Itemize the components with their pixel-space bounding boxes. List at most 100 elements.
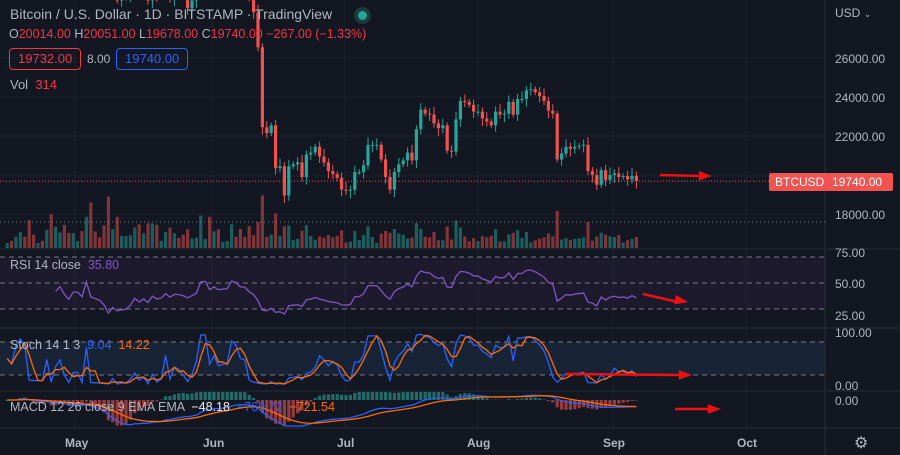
candle xyxy=(269,125,273,134)
candle xyxy=(256,12,260,48)
candle xyxy=(428,113,432,115)
macd-histogram-bar xyxy=(375,392,379,400)
macd-histogram-bar xyxy=(203,392,207,400)
volume-bar xyxy=(177,237,181,248)
macd-histogram-bar xyxy=(322,394,326,400)
candle xyxy=(190,0,194,9)
macd-histogram-bar xyxy=(445,394,449,400)
candle xyxy=(423,109,427,114)
macd-histogram-bar xyxy=(269,400,273,421)
macd-histogram-bar xyxy=(335,394,339,400)
volume-bar xyxy=(40,240,44,248)
candle xyxy=(340,177,344,190)
volume-bar xyxy=(274,213,278,248)
macd-histogram-bar xyxy=(155,400,159,402)
volume-bar xyxy=(401,234,405,248)
symbol-header: Bitcoin / U.S. Dollar · 1D · BITSTAMP · … xyxy=(10,6,368,22)
macd-histogram-bar xyxy=(150,400,154,403)
stoch-tick: 0.00 xyxy=(835,379,859,393)
volume-bar xyxy=(225,240,229,248)
volume-bar xyxy=(93,231,97,248)
macd-histogram-bar xyxy=(357,392,361,400)
volume-bar xyxy=(62,224,66,248)
volume-bar xyxy=(586,222,590,248)
candle xyxy=(489,121,493,126)
volume-bar xyxy=(133,227,137,248)
volume-bar xyxy=(102,225,106,248)
macd-histogram-bar xyxy=(84,400,88,402)
candle xyxy=(454,119,458,152)
candle xyxy=(322,156,326,163)
interval[interactable]: 1D xyxy=(143,6,162,22)
candle xyxy=(533,89,537,93)
volume-bar xyxy=(590,240,594,248)
candle xyxy=(485,118,489,122)
macd-histogram-bar xyxy=(612,400,616,405)
volume-bar xyxy=(428,237,432,248)
volume-bar xyxy=(582,237,586,248)
macd-histogram-bar xyxy=(370,392,374,400)
macd-histogram-bar xyxy=(304,400,308,406)
macd-histogram-bar xyxy=(414,392,418,400)
price-tick: 22000.00 xyxy=(835,130,886,144)
volume-bar xyxy=(612,237,616,248)
candle xyxy=(357,172,361,174)
volume-bar xyxy=(476,241,480,248)
volume-bar xyxy=(260,195,264,248)
volume-bar xyxy=(269,234,273,248)
volume-bar xyxy=(5,243,9,248)
volume-bar xyxy=(485,237,489,248)
candle xyxy=(590,171,594,176)
settings-gear-icon[interactable]: ⚙ xyxy=(854,435,869,452)
macd-histogram-bar xyxy=(243,392,247,400)
candle xyxy=(194,0,198,1)
macd-histogram-bar xyxy=(172,394,176,400)
time-label: Sep xyxy=(603,436,626,450)
volume-bar xyxy=(181,234,185,248)
volume-bar xyxy=(32,234,36,248)
candle xyxy=(546,100,550,111)
volume-bar xyxy=(190,238,194,248)
volume-bar xyxy=(577,238,581,248)
macd-signal-line xyxy=(7,395,637,424)
volume-bar xyxy=(230,224,234,248)
volume-bar xyxy=(203,238,207,248)
candle xyxy=(621,176,625,177)
volume-bar xyxy=(419,228,423,248)
volume-bar xyxy=(489,235,493,248)
candle xyxy=(516,98,520,115)
macd-histogram-bar xyxy=(538,398,542,400)
volume-bar xyxy=(265,236,269,248)
volume-bar xyxy=(111,228,115,248)
volume-bar xyxy=(604,234,608,248)
macd-histogram-bar xyxy=(392,392,396,400)
volume-bar xyxy=(18,232,22,248)
macd-histogram-bar xyxy=(423,392,427,400)
spread: 8.00 xyxy=(87,52,111,66)
macd-histogram-bar xyxy=(507,399,511,400)
volume-bar xyxy=(296,238,300,248)
stoch-tick: 100.00 xyxy=(835,326,872,340)
volume-bar xyxy=(76,241,80,248)
price-tick: 24000.00 xyxy=(835,91,886,105)
volume-bar xyxy=(71,233,75,248)
symbol-name[interactable]: Bitcoin / U.S. Dollar xyxy=(10,6,132,22)
candle xyxy=(560,153,564,160)
sell-price-button[interactable]: 19732.00 xyxy=(9,48,82,70)
volume-bar xyxy=(546,233,550,248)
volume-bar xyxy=(595,236,599,248)
candle xyxy=(524,90,528,99)
candle xyxy=(568,146,572,149)
buy-price-button[interactable]: 19740.00 xyxy=(116,48,189,70)
candle xyxy=(463,100,467,102)
currency-selector[interactable]: USD ⌄ xyxy=(835,6,872,20)
candle xyxy=(186,0,190,9)
macd-histogram-bar xyxy=(595,400,599,410)
macd-histogram-bar xyxy=(111,400,115,423)
volume-bar xyxy=(458,227,462,248)
macd-histogram-bar xyxy=(252,397,256,400)
macd-histogram-bar xyxy=(186,393,190,400)
macd-histogram-bar xyxy=(348,394,352,400)
macd-histogram-bar xyxy=(401,392,405,400)
